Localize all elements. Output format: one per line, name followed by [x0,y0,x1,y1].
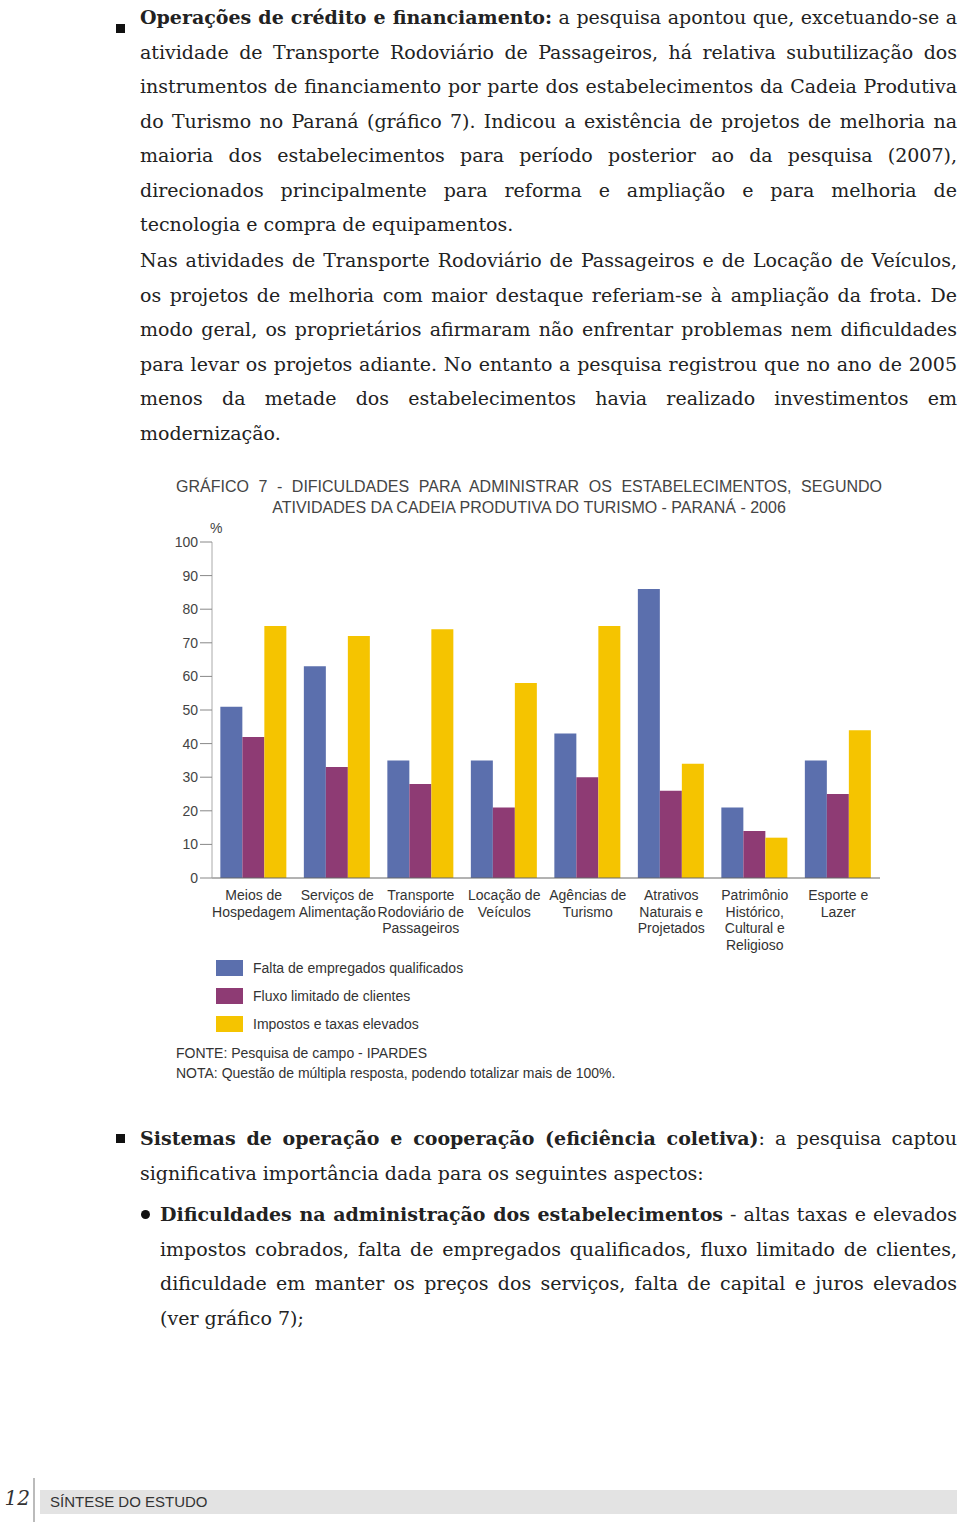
svg-text:Serviços deAlimentação: Serviços deAlimentação [299,887,376,920]
svg-text:70: 70 [182,635,198,651]
svg-text:50: 50 [182,702,198,718]
svg-text:40: 40 [182,736,198,752]
html-text:Operações de crédito e financi: Operações de crédito e financiamento: a … [140,6,957,235]
svg-text:Esporte eLazer: Esporte eLazer [808,887,868,920]
svg-text:PatrimônioHistórico,Cultural e: PatrimônioHistórico,Cultural eReligioso [721,887,788,953]
svg-text:TransporteRodoviário dePassage: TransporteRodoviário dePassageiros [378,887,465,936]
html-text:NOTA: Questão de múltipla resp: NOTA: Questão de múltipla resposta, pode… [176,1065,616,1081]
html-text:FONTE: Pesquisa de campo - IPA: FONTE: Pesquisa de campo - IPARDES [176,1045,428,1061]
svg-text:Agências deTurismo: Agências deTurismo [549,887,626,920]
html-text:Dificuldades na administração: Dificuldades na administração dos estabe… [160,1203,957,1329]
svg-text:10: 10 [182,836,198,852]
html-text:Nas atividades de Transporte R: Nas atividades de Transporte Rodoviário … [140,249,957,444]
html-text:Falta de empregados qualificad: Falta de empregados qualificados [253,960,464,976]
html-text:Sistemas de operação e coopera: Sistemas de operação e cooperação (efici… [140,1127,957,1184]
html-text:GRÁFICO 7 - DIFICULDADES PARA: GRÁFICO 7 - DIFICULDADES PARA ADMINISTRA… [176,478,882,516]
html-text:SÍNTESE DO ESTUDO: SÍNTESE DO ESTUDO [50,1493,208,1510]
svg-text:100: 100 [175,534,199,550]
svg-text:80: 80 [182,601,198,617]
html-text:Fluxo limitado de clientes: Fluxo limitado de clientes [253,988,411,1004]
svg-text:Locação deVeículos: Locação deVeículos [468,887,541,920]
svg-text:30: 30 [182,769,198,785]
html-text:Impostos e taxas elevados: Impostos e taxas elevados [253,1016,419,1032]
svg-text:Meios deHospedagem: Meios deHospedagem [212,887,295,920]
svg-text:60: 60 [182,668,198,684]
svg-text:20: 20 [182,803,198,819]
svg-text:0: 0 [190,870,198,886]
svg-text:90: 90 [182,568,198,584]
html-text:12: 12 [4,1486,30,1510]
svg-text:AtrativosNaturais eProjetados: AtrativosNaturais eProjetados [638,887,705,936]
